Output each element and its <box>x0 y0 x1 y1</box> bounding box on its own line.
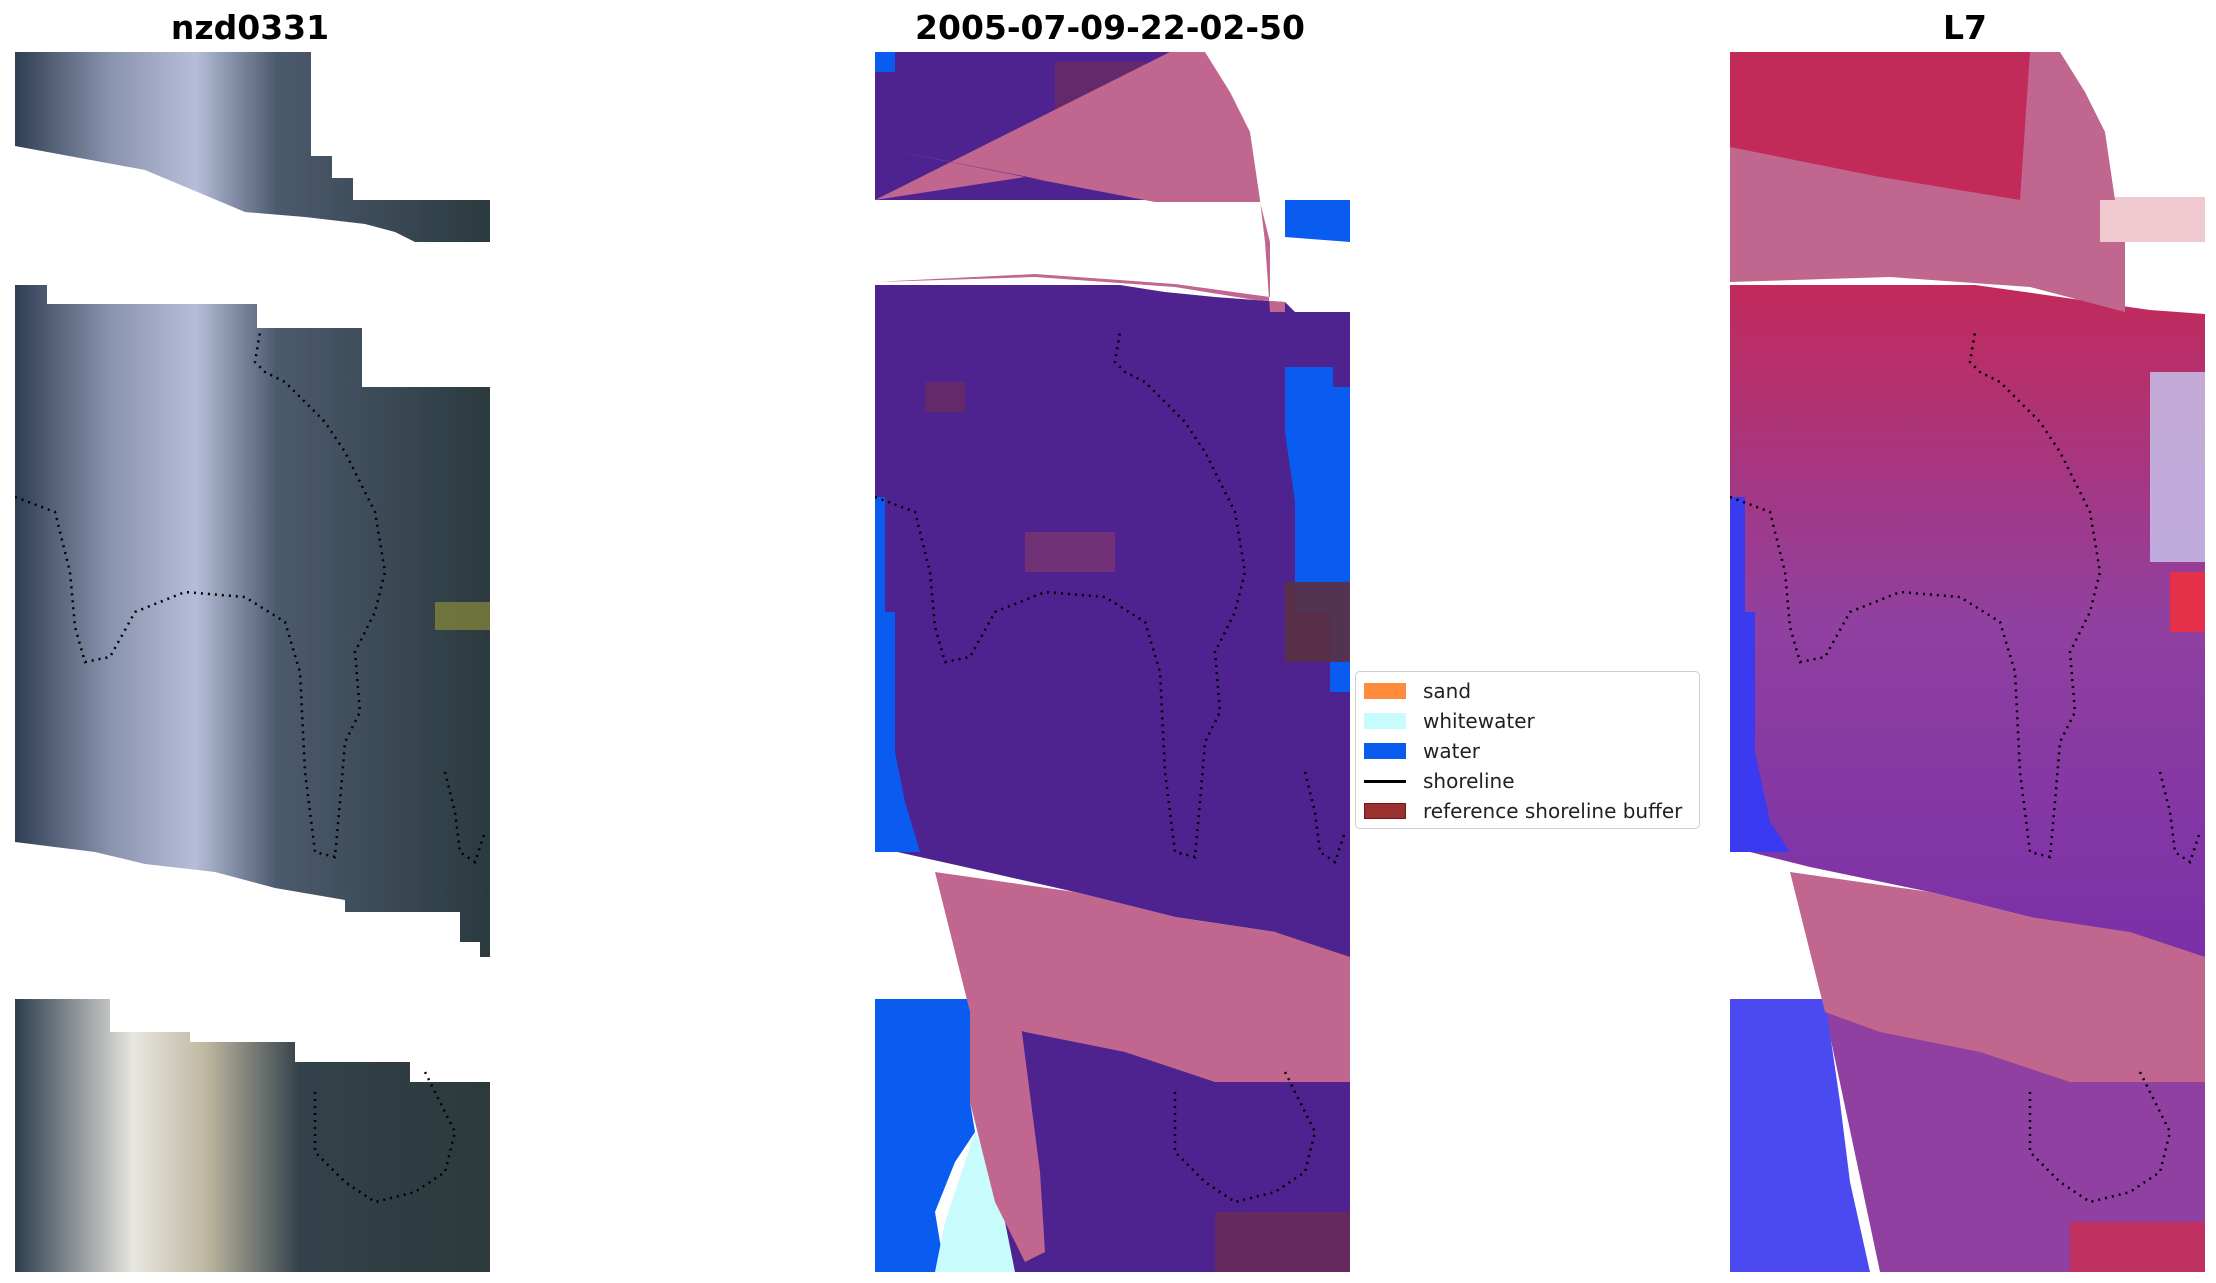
index-bottom-water <box>1730 999 1870 1272</box>
index-panel <box>1730 52 2205 1272</box>
whitewater-class-region <box>935 1132 1015 1272</box>
legend-item-buffer: reference shoreline buffer <box>1364 798 1682 824</box>
legend-label-whitewater: whitewater <box>1423 709 1535 733</box>
legend-item-sand: sand <box>1364 678 1471 704</box>
legend-label-water: water <box>1423 739 1480 763</box>
rgb-shoreline <box>15 331 487 1204</box>
buffer-swatch <box>1364 803 1406 819</box>
legend-label-buffer: reference shoreline buffer <box>1423 799 1683 823</box>
legend-label-shoreline: shoreline <box>1423 769 1515 793</box>
legend-label-sand: sand <box>1423 679 1472 703</box>
rgb-image-panel <box>15 52 490 1272</box>
whitewater-swatch <box>1364 713 1406 729</box>
legend-item-whitewater: whitewater <box>1364 708 1535 734</box>
panel-title-rgb: nzd0331 <box>170 8 330 47</box>
rgb-block-bottom <box>15 999 490 1272</box>
buffer-dark-patch <box>1215 1212 1350 1272</box>
legend: sand whitewater water shoreline referenc… <box>1355 671 1700 829</box>
panel-title-sensor: L7 <box>1943 8 1987 47</box>
legend-item-water: water <box>1364 738 1480 764</box>
classification-panel <box>875 52 1350 1272</box>
legend-item-shoreline: shoreline <box>1364 768 1515 794</box>
rgb-block-top <box>15 52 490 242</box>
water-swatch <box>1364 743 1406 759</box>
land-class-region <box>875 52 1350 1272</box>
rgb-block-middle <box>15 285 490 957</box>
shoreline-swatch <box>1364 779 1406 783</box>
cloud-mask-region <box>875 52 1350 1262</box>
index-middle-region <box>1730 285 2205 957</box>
index-water-region <box>1730 497 1790 852</box>
water-class-region <box>875 52 1350 1272</box>
class-shoreline <box>875 331 1347 1204</box>
index-shoreline <box>1730 331 2202 1204</box>
panel-title-date: 2005-07-09-22-02-50 <box>915 8 1305 47</box>
sand-swatch <box>1364 683 1406 699</box>
index-cloud-mask <box>1730 52 2205 1082</box>
